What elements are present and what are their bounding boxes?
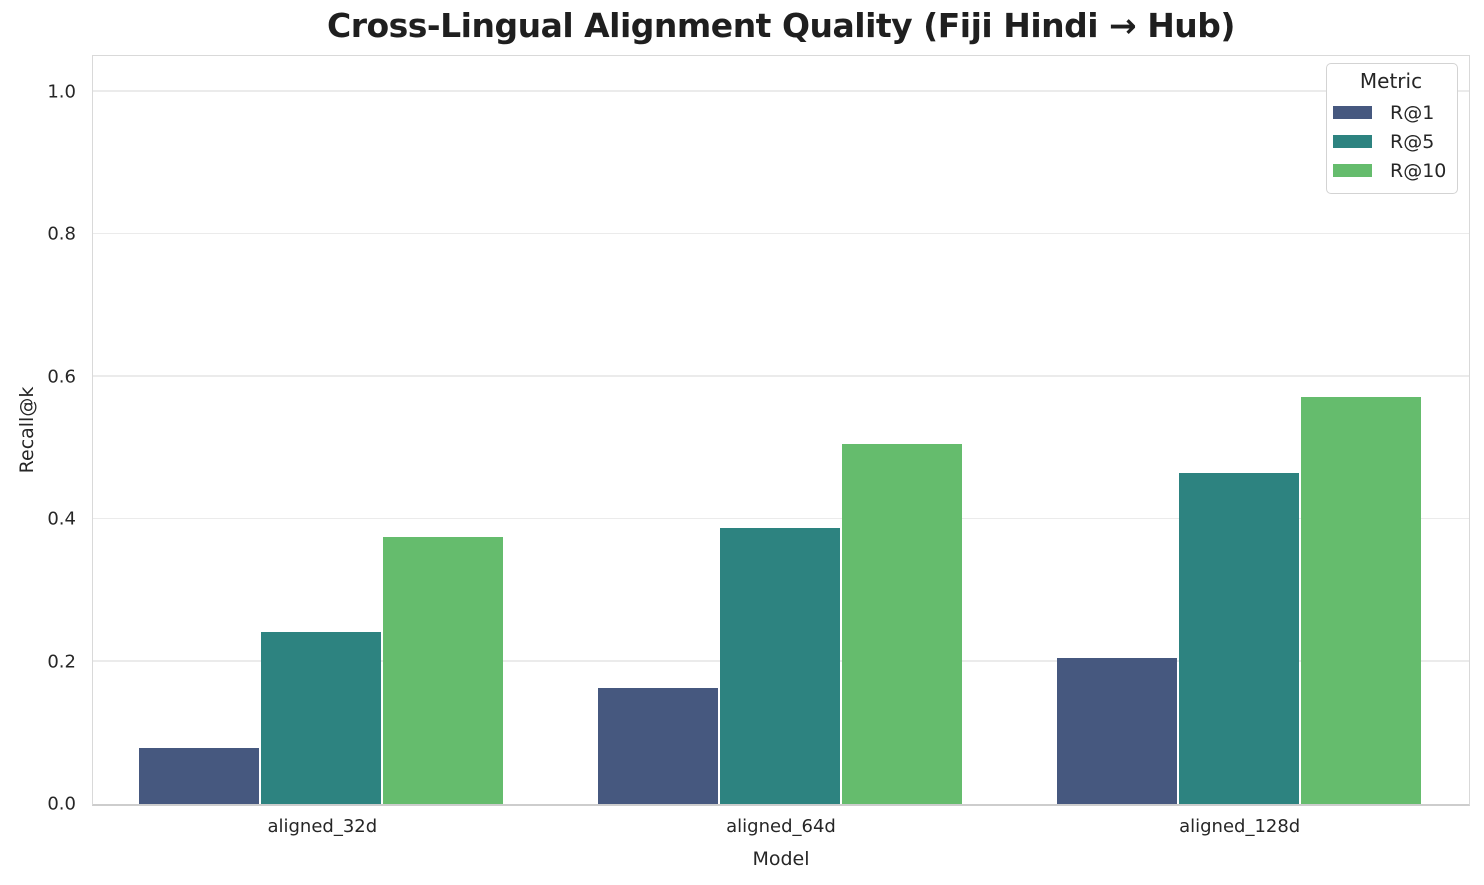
bar-aligned_128d-R@10 [1300, 396, 1421, 804]
legend-swatch-icon [1333, 135, 1372, 148]
ytick-label-0.8: 0.8 [47, 223, 76, 245]
xtick-label-aligned_128d: aligned_128d [1179, 816, 1301, 837]
bar-aligned_32d-R@5 [261, 632, 382, 804]
plot-inner [93, 56, 1469, 804]
ytick-label-0.0: 0.0 [47, 793, 76, 815]
legend-label: R@1 [1390, 101, 1435, 124]
legend-title: Metric [1359, 69, 1423, 93]
ytick-label-0.4: 0.4 [47, 508, 76, 530]
legend-item-R@5: R@5 [1333, 127, 1449, 156]
xaxis-title: Model [752, 848, 810, 870]
legend-label: R@10 [1390, 159, 1447, 182]
bar-aligned_32d-R@10 [383, 536, 504, 804]
bar-aligned_128d-R@5 [1178, 472, 1299, 804]
gridline-0.8 [93, 232, 1469, 235]
gridline-0.4 [93, 517, 1469, 520]
ytick-label-0.6: 0.6 [47, 366, 76, 388]
legend: Metric R@1 R@5 R@10 [1326, 63, 1458, 194]
gridline-0.6 [93, 375, 1469, 377]
bar-aligned_32d-R@1 [139, 748, 260, 804]
legend-swatch-icon [1333, 106, 1372, 119]
legend-items: R@1 R@5 R@10 [1333, 98, 1449, 185]
legend-item-R@10: R@10 [1333, 156, 1449, 185]
ytick-label-1.0: 1.0 [47, 81, 76, 103]
bar-aligned_128d-R@1 [1056, 657, 1177, 804]
legend-swatch-icon [1333, 164, 1372, 177]
xtick-label-aligned_64d: aligned_64d [726, 816, 836, 837]
bar-aligned_64d-R@5 [720, 528, 840, 804]
legend-label: R@5 [1390, 130, 1435, 153]
bar-aligned_64d-R@10 [842, 444, 962, 804]
xtick-label-aligned_32d: aligned_32d [267, 816, 378, 837]
gridline-1.0 [93, 90, 1469, 92]
plot-area [92, 55, 1470, 806]
legend-item-R@1: R@1 [1333, 98, 1449, 127]
bar-aligned_64d-R@1 [598, 687, 718, 804]
chart-title: Cross-Lingual Alignment Quality (Fiji Hi… [326, 6, 1236, 45]
ytick-label-0.2: 0.2 [47, 651, 76, 673]
yaxis-title: Recall@k [16, 386, 38, 474]
